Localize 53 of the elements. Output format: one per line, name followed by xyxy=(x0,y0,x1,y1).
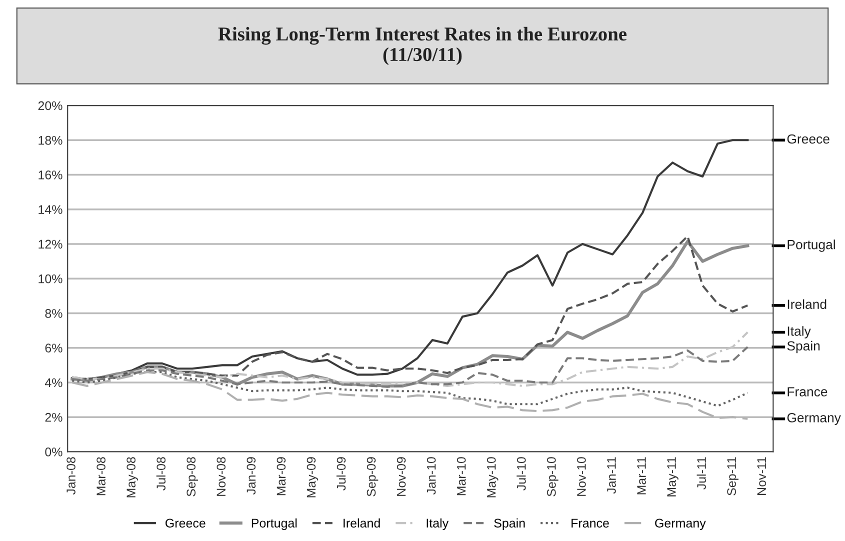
y-tick-label: 12% xyxy=(38,240,62,249)
legend-label: Italy xyxy=(426,518,449,530)
y-tick-label: 20% xyxy=(38,101,62,110)
x-tick-label: Sep-10 xyxy=(547,457,558,496)
legend-label: Spain xyxy=(494,518,525,530)
x-tick-label: Mar-10 xyxy=(456,457,466,496)
text: Portugal xyxy=(788,240,835,252)
y-tick-label: 0% xyxy=(45,448,62,456)
x-tick-label: Nov-09 xyxy=(396,457,406,496)
y-tick-label: 4% xyxy=(44,378,62,388)
chart-title: Rising Long-Term Interest Rates in the Eurozone (11/30/11) xyxy=(218,26,627,66)
x-tick-label: Nov-08 xyxy=(216,457,226,496)
y-tick-label: 6% xyxy=(45,344,62,353)
x-tick-label: Sep-08 xyxy=(186,457,198,496)
x-tick-label: Nov-10 xyxy=(577,457,586,496)
x-tick-label: May-08 xyxy=(126,457,138,498)
line-series xyxy=(71,371,749,407)
x-tick-label: Mar-11 xyxy=(637,457,646,494)
x-tick-label: Jul-11 xyxy=(696,457,706,490)
legend-label: France xyxy=(572,518,609,528)
x-tick-label: Mar-08 xyxy=(96,457,106,496)
x-tick-label: Jul-10 xyxy=(516,457,526,490)
y-tick-label: 8% xyxy=(45,309,62,318)
text: Italy xyxy=(788,326,811,338)
legend-label: Portugal xyxy=(252,518,297,530)
text: Spain xyxy=(787,340,820,354)
text: Greece xyxy=(787,134,830,144)
x-tick-label: Jan-10 xyxy=(426,457,436,495)
x-tick-label: Jan-11 xyxy=(607,457,616,494)
y-tick-label: 16% xyxy=(38,170,62,180)
x-tick-label: May-09 xyxy=(306,457,318,498)
line-series xyxy=(71,139,749,380)
legend-label: Greece xyxy=(166,518,206,528)
y-tick-label: 10% xyxy=(38,274,62,284)
x-tick-label: Jan-08 xyxy=(66,457,76,495)
x-tick-label: Nov-11 xyxy=(757,457,766,495)
text: Germany xyxy=(787,413,841,425)
text: France xyxy=(788,387,828,396)
x-tick-label: Mar-09 xyxy=(276,457,286,496)
x-tick-label: Sep-11 xyxy=(727,457,738,496)
x-tick-label: May-10 xyxy=(486,457,498,498)
y-tick-label: 18% xyxy=(38,136,62,145)
x-tick-label: Jan-09 xyxy=(246,457,256,495)
x-tick-label: Sep-09 xyxy=(366,457,378,496)
x-tick-label: May-11 xyxy=(667,457,678,496)
y-tick-label: 2% xyxy=(45,412,62,422)
legend-label: Germany xyxy=(655,518,706,530)
legend-label: Ireland xyxy=(344,518,380,528)
x-tick-label: Jul-08 xyxy=(156,457,166,490)
text: Ireland xyxy=(788,299,826,309)
y-tick-label: 14% xyxy=(38,205,62,214)
x-tick-label: Jul-09 xyxy=(336,457,346,490)
line-series xyxy=(71,346,749,388)
